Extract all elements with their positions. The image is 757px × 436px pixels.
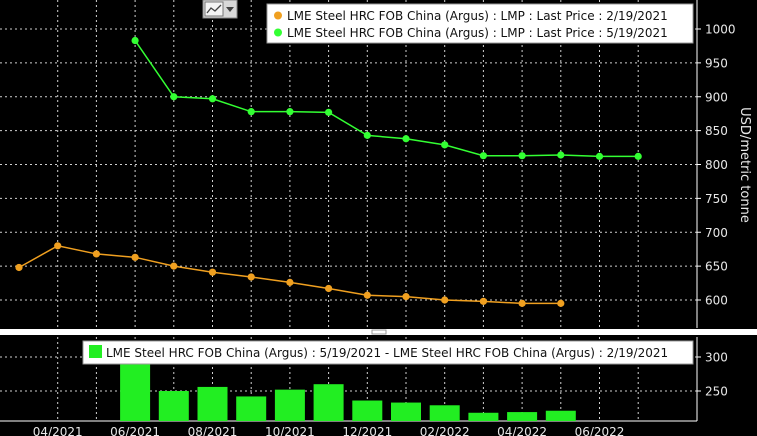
y-tick-label: 650 (705, 260, 728, 274)
x-tick-label: 06/2022 (575, 425, 625, 436)
bar (158, 391, 189, 421)
line-chart-icon (206, 4, 222, 14)
data-point (208, 268, 217, 276)
data-point (557, 299, 565, 307)
data-point (557, 151, 565, 159)
data-point (363, 291, 371, 299)
top-legend: LME Steel HRC FOB China (Argus) : LMP : … (266, 3, 694, 44)
y-tick-label: 850 (705, 124, 728, 138)
bar (197, 386, 228, 421)
bar (236, 396, 267, 421)
data-point (92, 250, 100, 258)
data-point (15, 263, 23, 272)
pane-splitter[interactable] (0, 329, 757, 335)
data-point (402, 293, 410, 301)
chart-type-button[interactable] (202, 0, 238, 19)
x-tick-label: 02/2022 (420, 425, 470, 436)
data-point (286, 108, 294, 116)
legend-entry-series-2: LME Steel HRC FOB China (Argus) : LMP : … (287, 26, 668, 40)
bottom-legend: LME Steel HRC FOB China (Argus) : 5/19/2… (82, 340, 694, 365)
y-tick-label: 950 (705, 56, 728, 70)
data-point (247, 273, 255, 281)
y-tick-label: 600 (705, 294, 728, 308)
x-tick-label: 06/2021 (110, 425, 160, 436)
legend-marker-series-1 (274, 11, 282, 20)
chevron-down-icon[interactable] (226, 7, 234, 12)
x-tick-label: 12/2021 (342, 425, 392, 436)
y-axis-label: USD/metric tonne (737, 107, 752, 223)
bar (313, 384, 344, 421)
data-point (441, 296, 449, 304)
data-point (363, 131, 371, 139)
y-tick-label: 800 (705, 158, 728, 172)
data-point (247, 108, 255, 116)
data-point (402, 135, 410, 143)
data-point (170, 93, 178, 101)
data-point (479, 297, 487, 305)
splitter-grip-icon[interactable] (371, 329, 387, 335)
data-point (325, 108, 333, 116)
bar (507, 412, 538, 421)
data-point (479, 152, 487, 160)
data-point (518, 299, 526, 307)
bar (352, 400, 383, 421)
data-point (595, 152, 604, 160)
data-point (286, 278, 294, 286)
legend-marker-series-2 (274, 28, 282, 37)
legend-entry-series-1: LME Steel HRC FOB China (Argus) : LMP : … (287, 9, 668, 23)
data-point (131, 36, 139, 45)
y-tick-labels: 600 650 700 750 800 850 900 950 1000 250 300 (697, 23, 736, 399)
legend-entry-spread: LME Steel HRC FOB China (Argus) : 5/19/2… (106, 346, 668, 360)
data-point (634, 152, 642, 160)
bar (274, 389, 305, 421)
y-tick-label: 700 (705, 226, 728, 240)
x-tick-label: 08/2021 (188, 425, 238, 436)
data-point (131, 253, 139, 261)
bar (429, 405, 460, 421)
y-tick-label: 900 (705, 90, 728, 104)
bar (545, 410, 576, 421)
data-point (54, 242, 62, 250)
data-point (518, 152, 526, 160)
x-tick-label: 04/2022 (497, 425, 547, 436)
data-point (208, 95, 217, 103)
y-tick-label: 300 (705, 351, 728, 365)
bar (468, 412, 499, 421)
bar (391, 402, 421, 421)
data-point (441, 141, 449, 149)
x-tick-label: 10/2021 (265, 425, 315, 436)
legend-marker-spread (89, 345, 102, 358)
series-line-1 (18, 245, 561, 305)
y-tick-label: 250 (705, 385, 728, 399)
y-tick-label: 750 (705, 192, 728, 206)
y-tick-label: 1000 (705, 23, 736, 37)
line-series (15, 36, 642, 307)
x-tick-labels: 04/2021 06/2021 08/2021 10/2021 12/2021 02/20… (33, 425, 625, 436)
data-point (170, 262, 178, 270)
series-line-2 (134, 40, 639, 158)
x-tick-label: 04/2021 (33, 425, 83, 436)
data-point (325, 284, 333, 293)
